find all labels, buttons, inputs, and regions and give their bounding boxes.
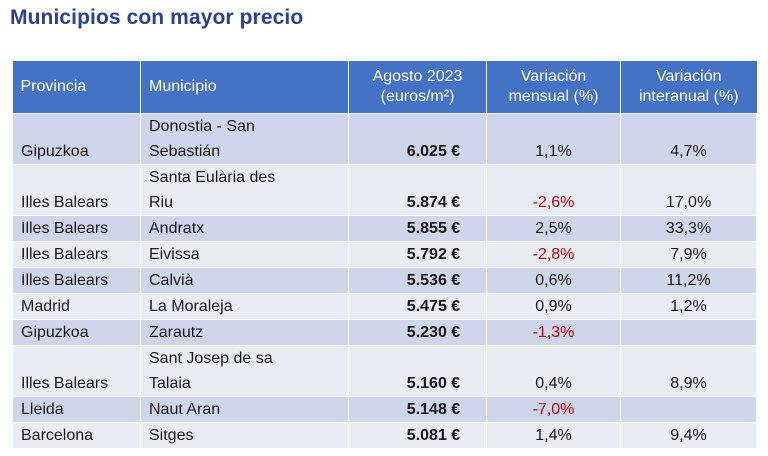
municipio-line1: Santa Eulària des bbox=[149, 169, 276, 186]
table-row: Gipuzkoa Donostia - San Sebastián 6.025 €1,… bbox=[12, 113, 757, 165]
table-row: Barcelona Sitges 5.081 €1,4% 9,4% bbox=[12, 422, 757, 449]
price-table: Provincia Municipio Agosto 2023 (euros/m… bbox=[12, 61, 757, 449]
cell-precio: 5.792 € bbox=[348, 241, 487, 268]
cell-variacion-mensual: 1,1% bbox=[486, 113, 621, 165]
municipio-line1: Donostia - San bbox=[149, 118, 255, 135]
cell-provincia: Illes Balears bbox=[12, 215, 141, 242]
cell-variacion-mensual: 0,9% bbox=[486, 293, 621, 320]
cell-variacion-interanual: 7,9% bbox=[620, 241, 757, 268]
table-body: Gipuzkoa Donostia - San Sebastián 6.025 €1,… bbox=[12, 113, 757, 449]
cell-municipio: Calvià bbox=[140, 267, 349, 294]
municipio-line1: Sitges bbox=[149, 427, 194, 444]
municipio-line1: Andratx bbox=[149, 220, 205, 237]
municipio-line1: Sant Josep de sa bbox=[149, 350, 273, 367]
municipio-line1: La Moraleja bbox=[149, 298, 233, 315]
table-header-row: Provincia Municipio Agosto 2023 (euros/m… bbox=[12, 61, 757, 114]
cell-provincia: Illes Balears bbox=[12, 267, 141, 294]
header-precio-line1: Agosto 2023 bbox=[372, 68, 463, 85]
cell-variacion-interanual: 4,7% bbox=[620, 113, 757, 165]
cell-provincia: Gipuzkoa bbox=[12, 319, 141, 346]
cell-precio: 5.081 € bbox=[348, 422, 487, 449]
cell-variacion-mensual: -1,3% bbox=[486, 319, 621, 346]
cell-municipio: Sitges bbox=[140, 422, 349, 449]
header-variacion-mensual: Variación mensual (%) bbox=[486, 61, 621, 114]
cell-variacion-interanual: 8,9% bbox=[620, 345, 757, 397]
cell-precio: 5.475 € bbox=[348, 293, 487, 320]
cell-precio: 5.855 € bbox=[348, 215, 487, 242]
table-row: Illes Balears Sant Josep de sa Talaia 5.160… bbox=[12, 345, 757, 397]
cell-municipio: Eivissa bbox=[140, 241, 349, 268]
table-row: Lleida Naut Aran 5.148 € -7,0% bbox=[12, 396, 757, 423]
table-row: Madrid La Moraleja 5.475 €0,9% 1,2% bbox=[12, 293, 757, 320]
cell-precio: 5.160 € bbox=[348, 345, 487, 397]
cell-variacion-mensual: -2,8% bbox=[486, 241, 621, 268]
municipio-line1: Zarautz bbox=[149, 324, 204, 341]
header-precio-line2: (euros/m²) bbox=[380, 88, 455, 105]
cell-municipio: Naut Aran bbox=[140, 396, 349, 423]
cell-variacion-mensual: 0,6% bbox=[486, 267, 621, 294]
table-row: Illes Balears Eivissa 5.792 € -2,8% 7,9% bbox=[12, 241, 757, 268]
table-row: Illes Balears Santa Eulària des Riu 5.874 €… bbox=[12, 164, 757, 216]
table-row: Illes Balears Calvià 5.536 €0,6% 11,2% bbox=[12, 267, 757, 294]
header-interanual-line2: interanual (%) bbox=[638, 88, 739, 105]
cell-municipio: Andratx bbox=[140, 215, 349, 242]
header-interanual-line1: Variación bbox=[655, 68, 722, 85]
cell-provincia: Illes Balears bbox=[12, 345, 141, 397]
municipio-line1: Calvià bbox=[149, 272, 194, 289]
cell-provincia: Gipuzkoa bbox=[12, 113, 141, 165]
header-mensual-line2: mensual (%) bbox=[508, 88, 599, 105]
municipio-line2: Sebastián bbox=[149, 143, 221, 160]
cell-variacion-mensual: 1,4% bbox=[486, 422, 621, 449]
municipio-line2: Talaia bbox=[149, 375, 191, 392]
cell-variacion-interanual: 1,2% bbox=[620, 293, 757, 320]
cell-variacion-interanual: 9,4% bbox=[620, 422, 757, 449]
cell-variacion-interanual: 17,0% bbox=[620, 164, 757, 216]
cell-variacion-mensual: -7,0% bbox=[486, 396, 621, 423]
cell-provincia: Madrid bbox=[12, 293, 141, 320]
cell-precio: 5.230 € bbox=[348, 319, 487, 346]
cell-precio: 5.148 € bbox=[348, 396, 487, 423]
header-mensual-line1: Variación bbox=[520, 68, 587, 85]
header-variacion-interanual: Variación interanual (%) bbox=[620, 61, 757, 114]
municipio-line2: Riu bbox=[149, 194, 174, 211]
cell-provincia: Lleida bbox=[12, 396, 141, 423]
header-provincia: Provincia bbox=[12, 61, 141, 114]
cell-variacion-interanual bbox=[620, 396, 757, 423]
municipio-line1: Eivissa bbox=[149, 246, 200, 263]
cell-variacion-mensual: 0,4% bbox=[486, 345, 621, 397]
cell-variacion-interanual bbox=[620, 319, 757, 346]
cell-municipio: Donostia - San Sebastián bbox=[140, 113, 349, 165]
cell-provincia: Barcelona bbox=[12, 422, 141, 449]
cell-provincia: Illes Balears bbox=[12, 164, 141, 216]
price-table-container: Provincia Municipio Agosto 2023 (euros/m… bbox=[12, 61, 757, 449]
cell-variacion-interanual: 33,3% bbox=[620, 215, 757, 242]
cell-municipio: Santa Eulària des Riu bbox=[140, 164, 349, 216]
municipio-line1: Naut Aran bbox=[149, 401, 221, 418]
cell-precio: 5.874 € bbox=[348, 164, 487, 216]
cell-variacion-mensual: -2,6% bbox=[486, 164, 621, 216]
cell-municipio: La Moraleja bbox=[140, 293, 349, 320]
header-precio: Agosto 2023 (euros/m²) bbox=[348, 61, 487, 114]
cell-precio: 5.536 € bbox=[348, 267, 487, 294]
cell-provincia: Illes Balears bbox=[12, 241, 141, 268]
cell-municipio: Sant Josep de sa Talaia bbox=[140, 345, 349, 397]
header-municipio: Municipio bbox=[140, 61, 349, 114]
cell-variacion-interanual: 11,2% bbox=[620, 267, 757, 294]
table-row: Gipuzkoa Zarautz 5.230 € -1,3% bbox=[12, 319, 757, 346]
cell-variacion-mensual: 2,5% bbox=[486, 215, 621, 242]
page-title: Municipios con mayor precio bbox=[10, 6, 304, 29]
cell-municipio: Zarautz bbox=[140, 319, 349, 346]
table-row: Illes Balears Andratx 5.855 €2,5% 33,3% bbox=[12, 215, 757, 242]
cell-precio: 6.025 € bbox=[348, 113, 487, 165]
